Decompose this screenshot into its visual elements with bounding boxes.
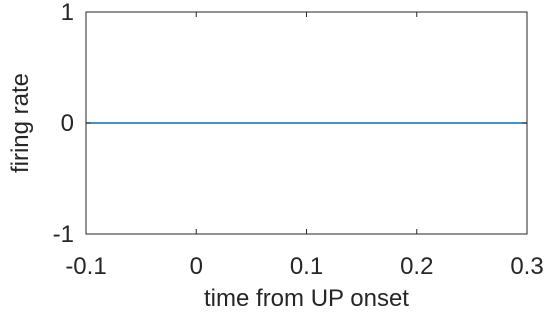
x-tick-label: 0 (190, 253, 203, 280)
x-tick-label: 0.3 (510, 253, 543, 280)
x-tick-label: -0.1 (65, 253, 106, 280)
y-tick-label: 0 (61, 110, 74, 137)
y-tick-label: 1 (61, 0, 74, 26)
x-axis-label: time from UP onset (204, 285, 409, 312)
y-tick-label: -1 (53, 221, 74, 248)
x-tick-label: 0.1 (290, 253, 323, 280)
x-tick-label: 0.2 (400, 253, 433, 280)
ticks-layer: -0.1 0 0.1 0.2 0.3 -1 0 1 (53, 0, 544, 280)
y-axis-label: firing rate (7, 73, 34, 173)
